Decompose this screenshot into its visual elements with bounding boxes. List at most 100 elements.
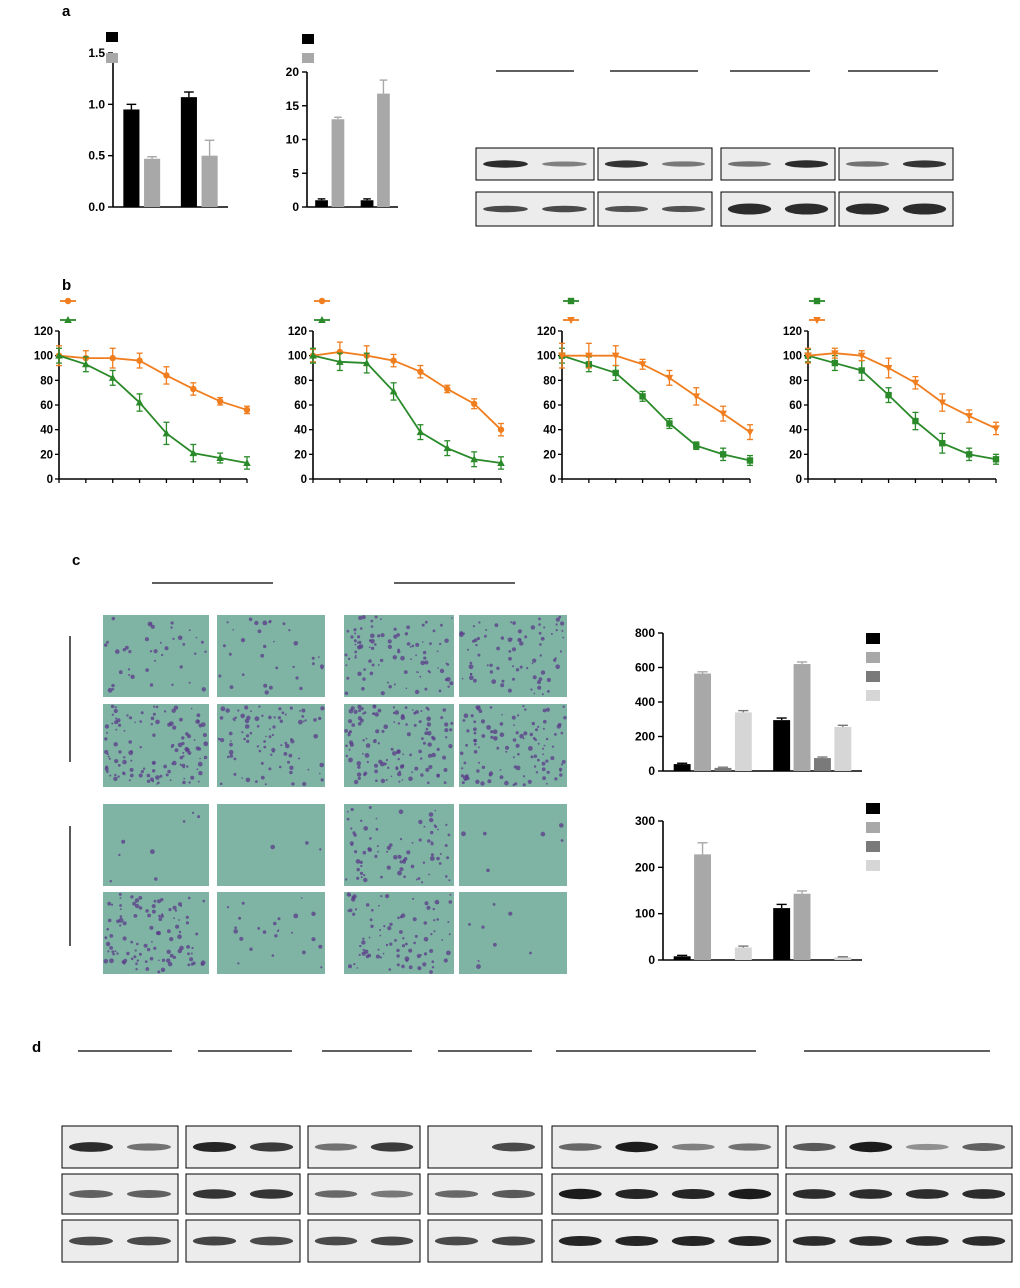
- stained-cell: [129, 767, 134, 772]
- stained-cell: [393, 721, 396, 723]
- stained-cell: [550, 632, 553, 635]
- stained-cell: [126, 951, 130, 956]
- stained-cell: [388, 968, 392, 971]
- stained-cell: [512, 677, 515, 681]
- stained-cell: [352, 894, 357, 899]
- stained-cell: [106, 927, 109, 931]
- stained-cell: [447, 685, 450, 688]
- series-line: [312, 351, 502, 431]
- stained-cell: [412, 917, 417, 922]
- stained-cell: [349, 841, 354, 846]
- y-tick-label: 80: [40, 375, 53, 387]
- data-point: [813, 317, 821, 324]
- stained-cell: [445, 736, 448, 739]
- stained-cell: [115, 728, 118, 731]
- stained-cell: [394, 710, 400, 715]
- stained-cell: [117, 775, 120, 778]
- stained-cell: [106, 640, 109, 644]
- stained-cell: [269, 685, 273, 690]
- protein-band: [434, 1190, 479, 1198]
- stained-cell: [320, 778, 324, 782]
- stained-cell: [405, 687, 408, 690]
- stained-cell: [561, 760, 566, 764]
- stained-cell: [106, 731, 108, 734]
- stained-cell: [196, 768, 199, 771]
- stained-cell: [385, 943, 389, 947]
- stained-cell: [522, 775, 526, 778]
- stained-cell: [130, 750, 133, 753]
- y-tick-label: 600: [635, 661, 655, 675]
- stained-cell: [197, 761, 203, 767]
- stained-cell: [420, 757, 423, 760]
- stained-cell: [530, 688, 533, 691]
- protein-band: [661, 205, 706, 213]
- stained-cell: [522, 705, 525, 708]
- stained-cell: [169, 779, 172, 782]
- stained-cell: [524, 708, 527, 711]
- legend-swatch: [866, 690, 880, 701]
- stained-cell: [395, 766, 399, 770]
- stained-cell: [289, 770, 293, 775]
- stained-cell: [130, 895, 134, 899]
- y-tick-label: 100: [635, 907, 655, 921]
- y-tick-label: 60: [543, 400, 556, 412]
- data-point: [108, 373, 117, 381]
- y-tick-label: 100: [783, 351, 802, 363]
- stained-cell: [522, 783, 526, 787]
- protein-band: [845, 161, 890, 167]
- y-tick-label: 40: [40, 425, 53, 437]
- stained-cell: [285, 743, 290, 749]
- stained-cell: [356, 967, 359, 969]
- stained-cell: [362, 948, 365, 952]
- stained-cell: [150, 849, 155, 855]
- stained-cell: [468, 923, 471, 926]
- stained-cell: [293, 641, 299, 646]
- stained-cell: [534, 738, 537, 742]
- stained-cell: [302, 781, 307, 787]
- stained-cell: [368, 936, 371, 939]
- stained-cell: [475, 705, 480, 710]
- data-point: [911, 379, 920, 387]
- stained-cell: [490, 735, 494, 739]
- stained-cell: [406, 625, 410, 630]
- stained-cell: [300, 897, 303, 899]
- data-point: [885, 391, 892, 399]
- stained-cell: [427, 670, 430, 673]
- stained-cell: [152, 733, 156, 737]
- stained-cell: [111, 683, 115, 688]
- stained-cell: [118, 917, 124, 923]
- stained-cell: [357, 722, 362, 726]
- stained-cell: [461, 677, 464, 680]
- stained-cell: [380, 778, 386, 784]
- stained-cell: [425, 727, 429, 731]
- stained-cell: [360, 876, 363, 879]
- stained-cell: [139, 746, 142, 749]
- y-tick-label: 0: [796, 474, 802, 486]
- stained-cell: [545, 759, 549, 763]
- stained-cell: [171, 762, 174, 765]
- stained-cell: [217, 737, 221, 741]
- stained-cell: [280, 744, 283, 747]
- stained-cell: [393, 634, 398, 639]
- stained-cell: [443, 958, 448, 963]
- stained-cell: [445, 875, 448, 878]
- stained-cell: [142, 767, 146, 770]
- stained-cell: [160, 898, 164, 902]
- bar: [714, 767, 732, 771]
- stained-cell: [132, 901, 137, 906]
- stained-cell: [363, 668, 366, 671]
- stained-cell: [186, 765, 189, 768]
- bar: [773, 720, 791, 771]
- legend-swatch: [866, 633, 880, 644]
- stained-cell: [118, 750, 122, 754]
- stained-cell: [321, 667, 323, 670]
- stained-cell: [111, 722, 114, 725]
- stained-cell: [154, 877, 158, 881]
- stained-cell: [513, 765, 517, 769]
- stained-cell: [284, 741, 288, 745]
- protein-band: [727, 203, 772, 215]
- y-tick-label: 0.0: [88, 200, 105, 214]
- stained-cell: [116, 718, 121, 723]
- stained-cell: [298, 719, 303, 725]
- stained-cell: [390, 747, 394, 751]
